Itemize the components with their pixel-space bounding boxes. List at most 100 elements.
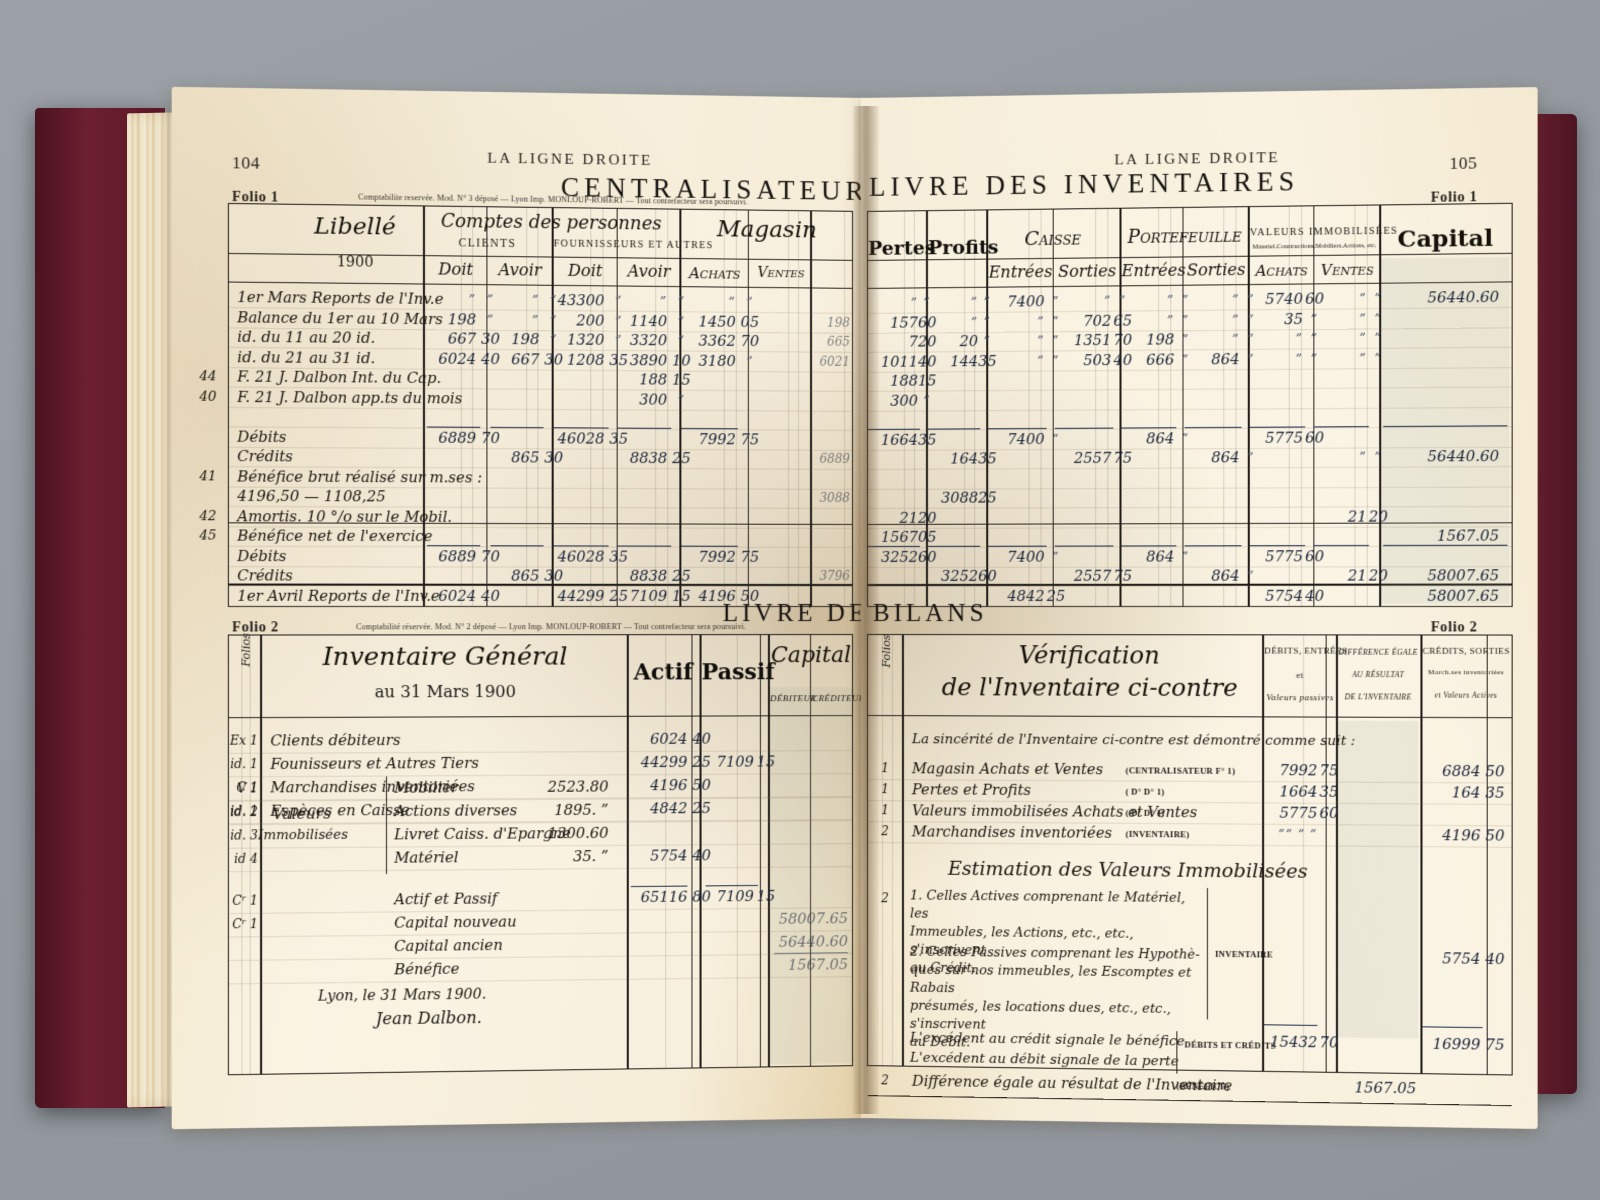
cell-ven: 665	[827, 334, 851, 349]
total-rule	[705, 884, 758, 887]
cell-pr: 3088	[941, 490, 979, 507]
centralisateur-table[interactable]: Libellé 1900 Comptes des personnes CLIEN…	[199, 202, 854, 607]
sum-debits-cent: 70	[1319, 1035, 1339, 1052]
cell-pfs: 864	[1211, 568, 1240, 585]
inv-actif-cent: 40	[692, 731, 711, 748]
clients-avoir-header: Avoir	[498, 259, 542, 280]
row-label: F. 21 J. Dalbon Int. du Cap.	[237, 369, 442, 388]
total-rule	[927, 427, 981, 430]
cell-pe: 1011	[881, 354, 918, 371]
verif-debit: 5775	[1279, 805, 1318, 823]
row-underline	[228, 866, 853, 873]
inventaire-general-header: Inventaire Général	[322, 641, 568, 672]
cell-pe_c: 35	[917, 432, 937, 449]
total-capital: 56440.60	[778, 934, 849, 951]
cell-pe: 1567	[881, 529, 918, 546]
cell-cl_doit: 667	[447, 331, 477, 348]
inv-row-label: Founisseurs et Autres Tiers	[270, 755, 479, 774]
cell-fo_avoir: 300	[639, 391, 668, 409]
cell-pfs: 864	[1211, 450, 1240, 467]
total-rule	[1383, 544, 1508, 546]
valeurs-ventes-header: Ventes	[1320, 260, 1374, 280]
valeurs-item-amount: 2523.80	[547, 779, 609, 796]
cell-cl_avoir: ”	[532, 313, 540, 328]
cell-pr: 164	[950, 451, 979, 468]
verification-intro: La sincérité de l'Inventaire ci-contre e…	[911, 731, 1356, 750]
verif-folio: 2	[881, 824, 889, 839]
cell-ce: ”	[1037, 334, 1045, 349]
portefeuille-header: Portefeuille	[1127, 225, 1242, 248]
total-label: Actif et Passif	[394, 891, 498, 909]
row-underline	[228, 406, 853, 412]
cell-cl_avoir: ”	[532, 293, 540, 308]
caisse-header: Caisse	[1024, 227, 1082, 251]
cell-va: 35	[1284, 311, 1304, 328]
cell-pfs: ”	[1232, 312, 1240, 328]
difference-header-l2: AU RÉSULTAT	[1352, 669, 1405, 680]
cell-cs: 1351	[1074, 332, 1112, 350]
valeurs-total-cent: 40	[692, 848, 711, 865]
cell-ach_c: 05	[740, 314, 760, 331]
note-amount: 5754	[1442, 951, 1481, 968]
total-rule	[1313, 544, 1369, 547]
cell-cl_avoir: 198	[511, 331, 540, 349]
verif-credit-cent: 35	[1485, 785, 1505, 802]
cell-va_c: 60	[1305, 429, 1325, 447]
note-amount-cent: 40	[1485, 951, 1505, 969]
cell-cl_doit: 198	[447, 311, 477, 329]
valeurs-folio: V 1	[237, 781, 258, 796]
difference-header-l1: DIFFÉRENCE ÉGALE	[1338, 647, 1418, 657]
cell-ce: ”	[1037, 314, 1045, 329]
cell-pe_c: ”	[923, 394, 931, 409]
credits-sorties-header-l2: March.ses inventoriées	[1428, 668, 1505, 677]
cell-cl_doit: ”	[468, 293, 477, 308]
cell-cl_doit_c: 40	[481, 588, 500, 605]
fournisseurs-doit-header: Doit	[567, 260, 603, 281]
row-underline	[228, 907, 853, 915]
running-head-left: LA LIGNE DROITE	[487, 150, 653, 170]
cell-pe: 157	[890, 314, 918, 332]
clients-doit-header: Doit	[438, 259, 474, 279]
fournisseurs-avoir-header: Avoir	[627, 261, 671, 281]
total-rule	[988, 545, 1047, 547]
row-label: Crédits	[237, 448, 293, 466]
inv-actif: 44299	[640, 754, 688, 772]
cell-vv_c: 20	[1368, 508, 1388, 526]
inv-row-folio: id. 1	[230, 756, 258, 772]
cell-pr_c: 35	[978, 451, 997, 468]
total-rule	[867, 428, 920, 430]
cell-va: ”	[1295, 351, 1304, 367]
magasin-header: Magasin	[716, 216, 817, 244]
cell-pfe: 864	[1146, 548, 1175, 566]
cell-fo_doit_c: 35	[609, 549, 629, 566]
total-rule	[1264, 1024, 1318, 1027]
cell-cl_doit: 6889	[438, 430, 477, 447]
cell-ach: ”	[728, 295, 736, 310]
cell-pr: ”	[970, 295, 979, 310]
livre-inventaires-table[interactable]: Pertes Profits Caisse Portefeuille VALEU…	[866, 202, 1513, 607]
cell-pe: ”	[910, 296, 918, 311]
cell-cl_doit: 6024	[438, 351, 477, 368]
cell-ce_c: 25	[1046, 588, 1066, 605]
total-rule	[1422, 1026, 1483, 1029]
total-passif: 7109	[716, 888, 754, 906]
cell-cap: 58007.65	[1427, 568, 1500, 585]
valeurs-item-amount: 1895. ”	[554, 802, 609, 820]
valeurs-folio: id 4	[234, 851, 258, 867]
left-page-content: 104 LA LIGNE DROITE CENTRALISATEUR O Fol…	[172, 87, 905, 1129]
rule	[228, 281, 853, 289]
cell-ven: 6889	[819, 451, 851, 466]
verification-table[interactable]: Folios Vérification de l'Inventaire ci-c…	[866, 634, 1513, 1107]
cell-pr_c: 60	[978, 568, 997, 585]
fournisseurs-header: FOURNISSEURS ET AUTRES	[553, 238, 714, 252]
cell-cl_doit_c: 70	[481, 430, 500, 447]
row-label: 1er Avril Reports de l'Inv.e	[237, 588, 440, 605]
total-rule	[427, 426, 481, 428]
cell-va: ”	[1295, 332, 1304, 347]
row-label: id. du 11 au 20 id.	[237, 329, 376, 347]
cell-cl_avoir_c: 30	[544, 450, 564, 467]
inventaire-general-table[interactable]: Folios Inventaire Général au 31 Mars 190…	[227, 633, 865, 1076]
cell-ce: ”	[1037, 354, 1045, 369]
row-margin-folio: 40	[199, 388, 217, 405]
cell-cl_avoir: 865	[511, 568, 540, 585]
